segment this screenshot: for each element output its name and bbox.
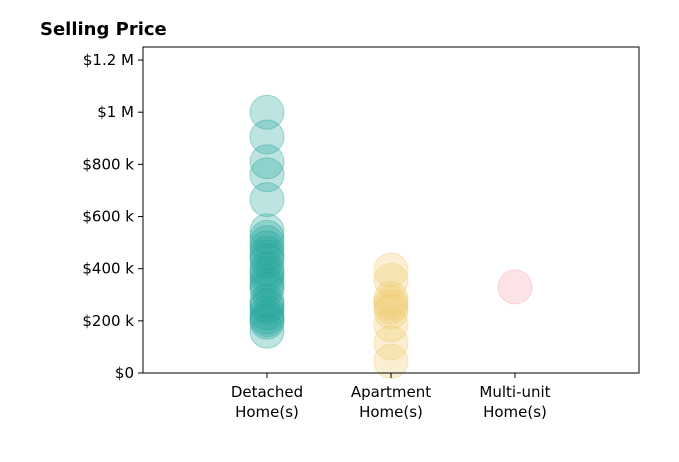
data-point bbox=[249, 302, 285, 338]
y-tick-label: $1.2 M bbox=[83, 51, 134, 69]
data-point bbox=[249, 213, 285, 249]
data-point bbox=[373, 343, 409, 379]
data-point bbox=[497, 269, 533, 305]
data-point bbox=[249, 235, 285, 271]
data-point bbox=[249, 290, 285, 326]
y-tick-label: $200 k bbox=[82, 312, 134, 330]
x-tick-label: Home(s) bbox=[483, 403, 547, 421]
data-point bbox=[249, 287, 285, 323]
x-tick-label: Apartment bbox=[351, 383, 431, 401]
data-point bbox=[373, 281, 409, 317]
y-tick-label: $400 k bbox=[82, 260, 134, 278]
y-axis: $0 $200 k $400 k $600 k $800 k $1 M $1.2 M bbox=[82, 51, 143, 382]
data-point bbox=[249, 144, 285, 180]
data-point bbox=[373, 252, 409, 288]
data-point bbox=[249, 182, 285, 218]
data-point bbox=[373, 325, 409, 361]
data-point bbox=[249, 313, 285, 349]
data-point bbox=[373, 285, 409, 321]
data-point bbox=[249, 243, 285, 279]
x-tick-label: Home(s) bbox=[359, 403, 423, 421]
y-tick-label: $0 bbox=[115, 364, 134, 382]
y-tick-label: $800 k bbox=[82, 155, 134, 173]
data-point bbox=[249, 251, 285, 287]
data-point bbox=[249, 157, 285, 193]
chart-title: Selling Price bbox=[40, 19, 167, 40]
data-point bbox=[249, 239, 285, 275]
data-point bbox=[249, 283, 285, 319]
data-point bbox=[249, 268, 285, 304]
data-point bbox=[373, 294, 409, 330]
data-point bbox=[249, 255, 285, 291]
x-tick-label: Detached bbox=[231, 383, 303, 401]
y-tick-label: $1 M bbox=[97, 103, 134, 121]
data-point bbox=[249, 119, 285, 155]
x-tick-label: Home(s) bbox=[235, 403, 299, 421]
data-point bbox=[373, 288, 409, 324]
data-point bbox=[249, 299, 285, 335]
data-point bbox=[249, 295, 285, 331]
data-point bbox=[249, 219, 285, 255]
data-point bbox=[249, 225, 285, 261]
x-axis: Detached Home(s) Apartment Home(s) Multi-uni… bbox=[231, 373, 551, 421]
data-point bbox=[249, 230, 285, 266]
data-point bbox=[249, 264, 285, 300]
data-point bbox=[249, 94, 285, 130]
data-point bbox=[249, 259, 285, 295]
x-tick-label: Multi-unit bbox=[479, 383, 550, 401]
data-point bbox=[373, 262, 409, 298]
data-point bbox=[373, 307, 409, 343]
data-point bbox=[249, 304, 285, 340]
y-tick-label: $600 k bbox=[82, 208, 134, 226]
data-point bbox=[249, 272, 285, 308]
data-points bbox=[249, 94, 533, 379]
